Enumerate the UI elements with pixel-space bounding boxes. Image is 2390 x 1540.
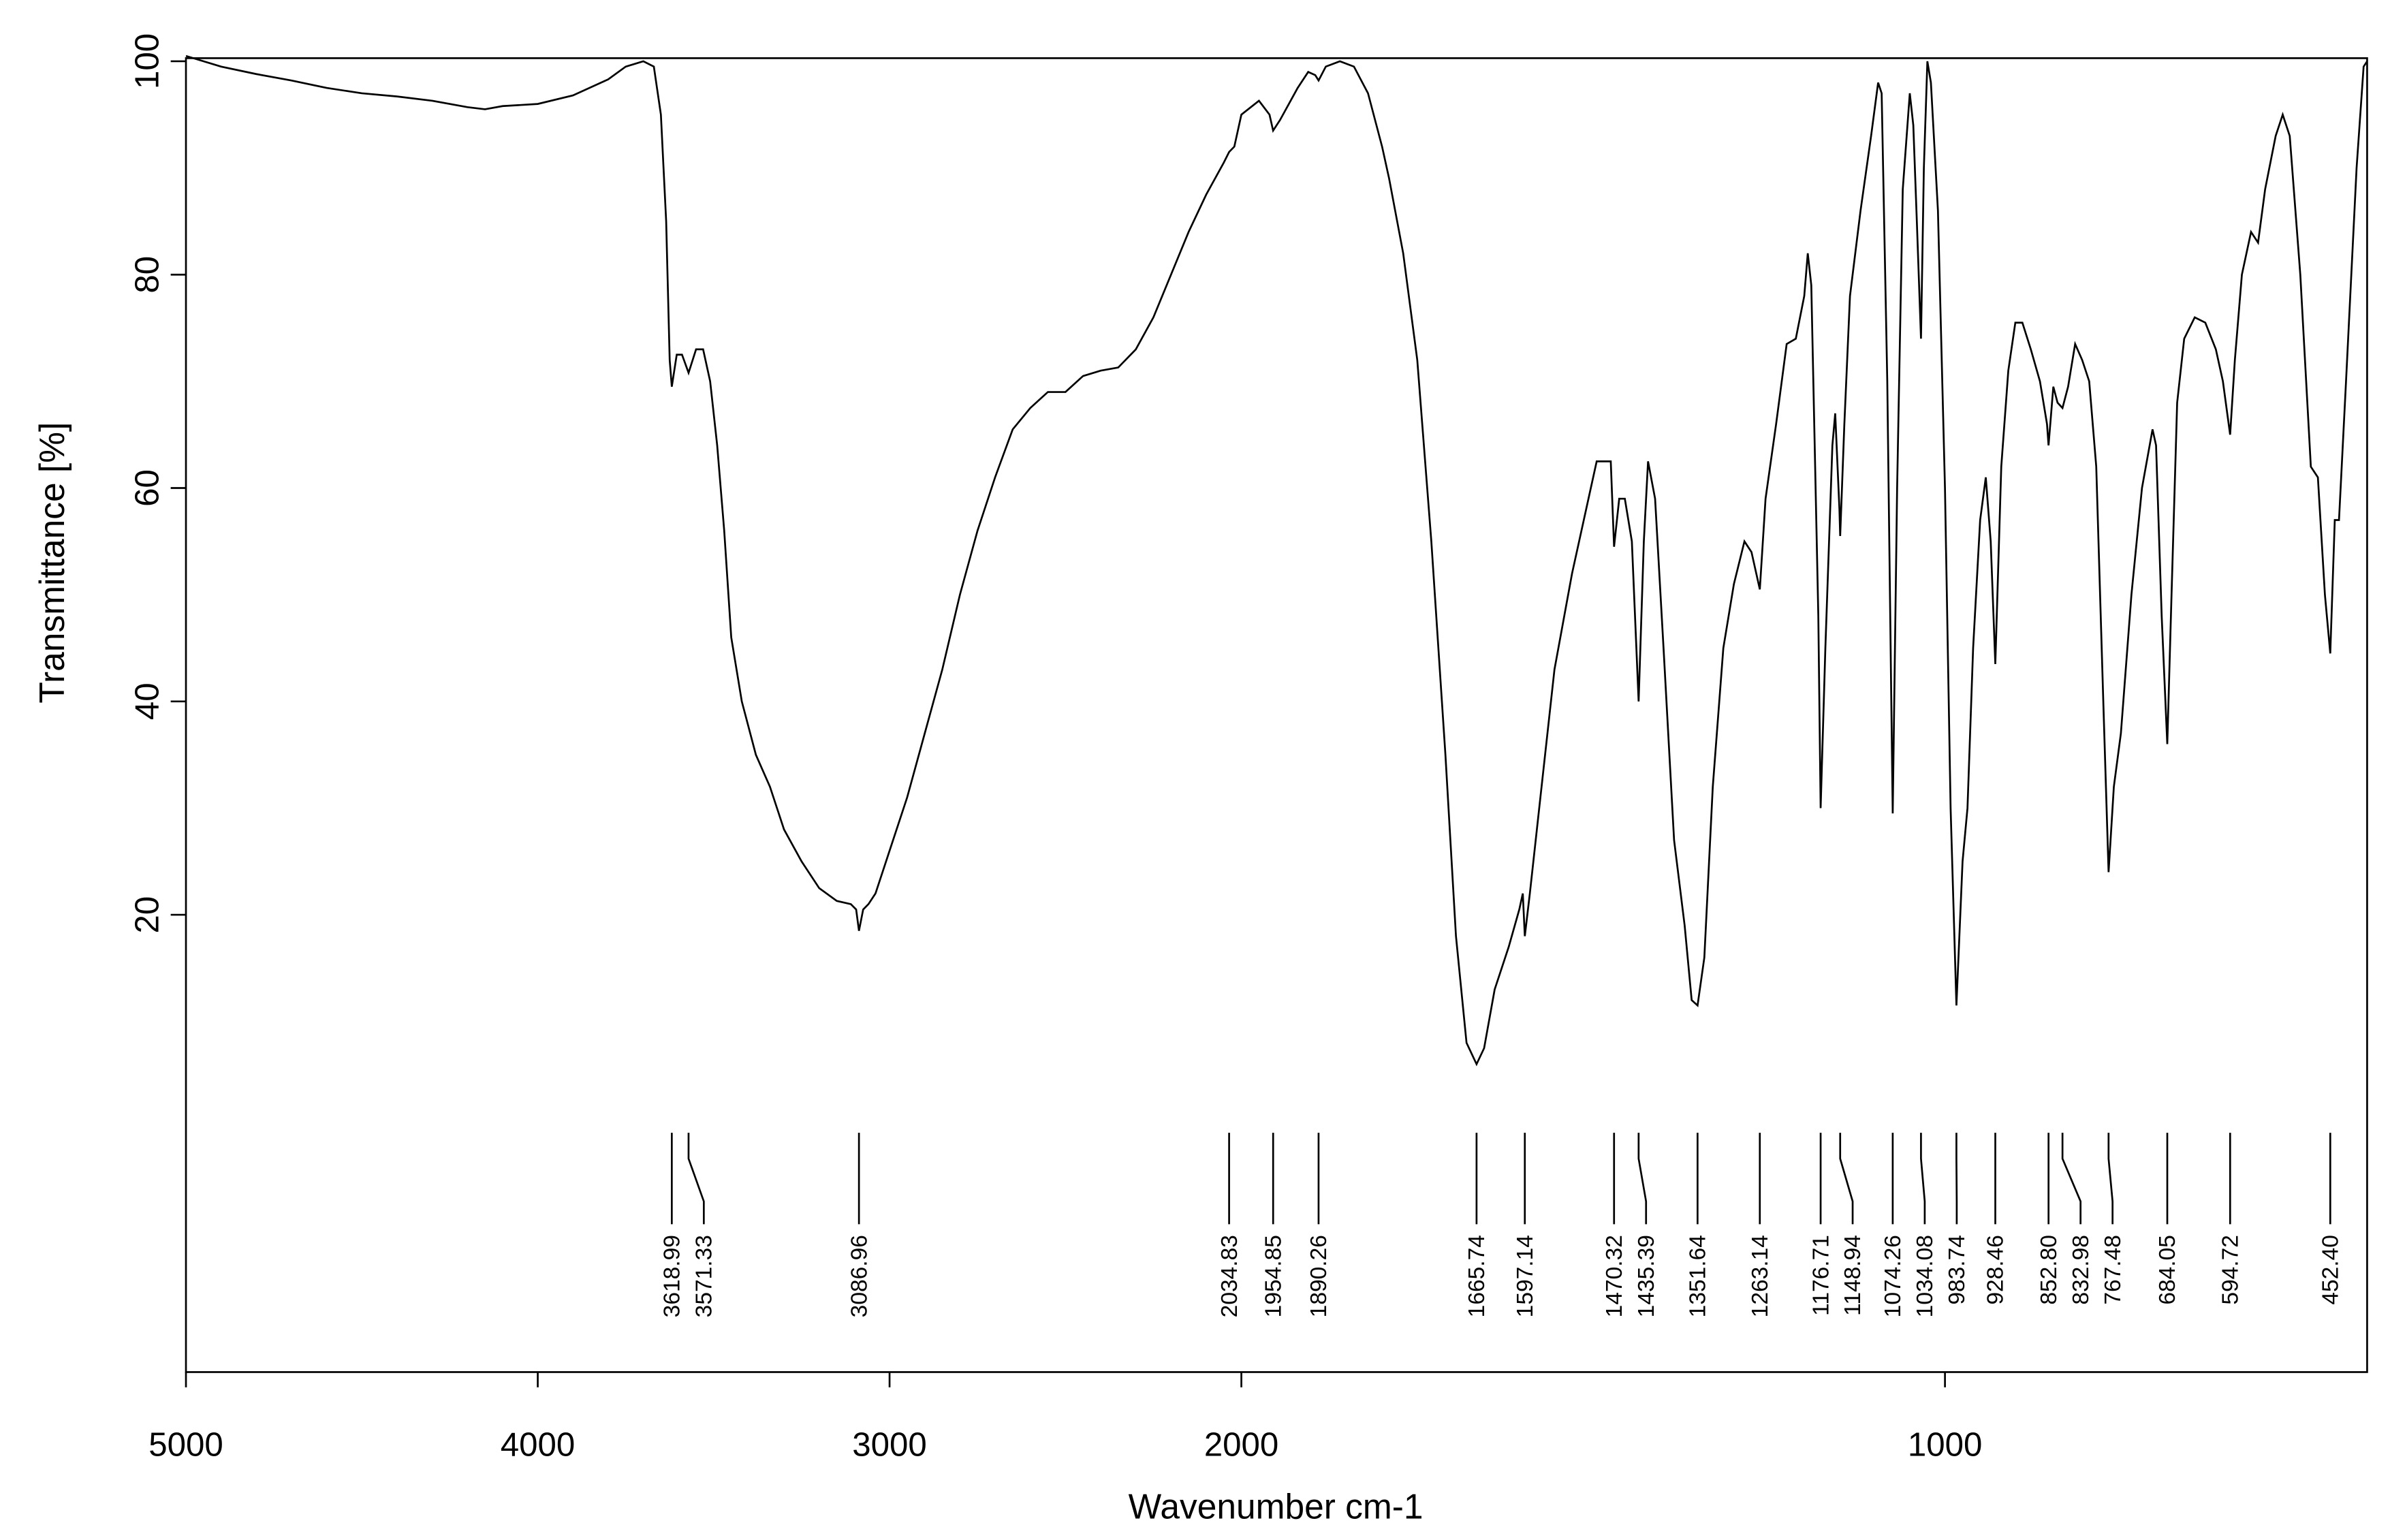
x-tick-label: 5000 <box>148 1426 223 1464</box>
y-tick-label: 40 <box>129 682 166 720</box>
peak-label: 1954.85 <box>1261 1235 1286 1317</box>
peak-leader <box>2107 1133 2114 1225</box>
peak-label: 1890.26 <box>1306 1235 1332 1317</box>
x-tick-label: 2000 <box>1204 1426 1279 1464</box>
peak-label: 928.46 <box>1983 1235 2009 1305</box>
x-tick-label: 3000 <box>852 1426 927 1464</box>
peak-label: 3086.96 <box>847 1235 872 1317</box>
peak-label: 832.98 <box>2069 1235 2094 1305</box>
peak-label: 1148.94 <box>1840 1235 1866 1316</box>
y-tick-label: 20 <box>129 896 166 934</box>
peak-label: 1435.39 <box>1634 1235 1659 1317</box>
plot-frame <box>185 57 2368 1373</box>
y-axis-title: Transmittance [%] <box>32 422 72 704</box>
peak-label: 983.74 <box>1945 1235 1970 1305</box>
peak-label: 1665.74 <box>1464 1235 1490 1317</box>
x-tick-label: 4000 <box>501 1426 576 1464</box>
peak-label: 3618.99 <box>660 1235 685 1317</box>
peak-label: 3571.33 <box>692 1235 717 1317</box>
peak-label: 1597.14 <box>1513 1235 1538 1317</box>
peak-label: 852.80 <box>2037 1235 2062 1305</box>
peak-label: 1074.26 <box>1881 1235 1906 1317</box>
y-tick-label: 100 <box>129 33 166 89</box>
peak-label: 1263.14 <box>1748 1235 1773 1317</box>
x-tick-label: 1000 <box>1908 1426 1983 1464</box>
peak-label: 1351.64 <box>1686 1235 1711 1317</box>
peak-label: 1470.32 <box>1602 1235 1627 1317</box>
peak-leader <box>1920 1133 1926 1225</box>
peak-label: 1034.08 <box>1913 1235 1938 1317</box>
peak-label: 594.72 <box>2218 1235 2243 1305</box>
peak-leader <box>1839 1133 1854 1225</box>
y-tick-label: 80 <box>129 256 166 294</box>
y-tick-label: 60 <box>129 469 166 507</box>
peak-leader <box>687 1133 705 1225</box>
spectrum-line <box>185 54 2368 1067</box>
peak-label: 767.48 <box>2101 1235 2126 1305</box>
peak-leader <box>1637 1133 1648 1225</box>
x-axis-title: Wavenumber cm-1 <box>1129 1486 1424 1526</box>
peak-label: 2034.83 <box>1217 1235 1242 1317</box>
peak-label: 452.40 <box>2318 1235 2343 1305</box>
peak-label: 684.05 <box>2155 1235 2180 1305</box>
peak-leader <box>2061 1133 2082 1225</box>
peak-label: 1176.71 <box>1808 1235 1834 1316</box>
